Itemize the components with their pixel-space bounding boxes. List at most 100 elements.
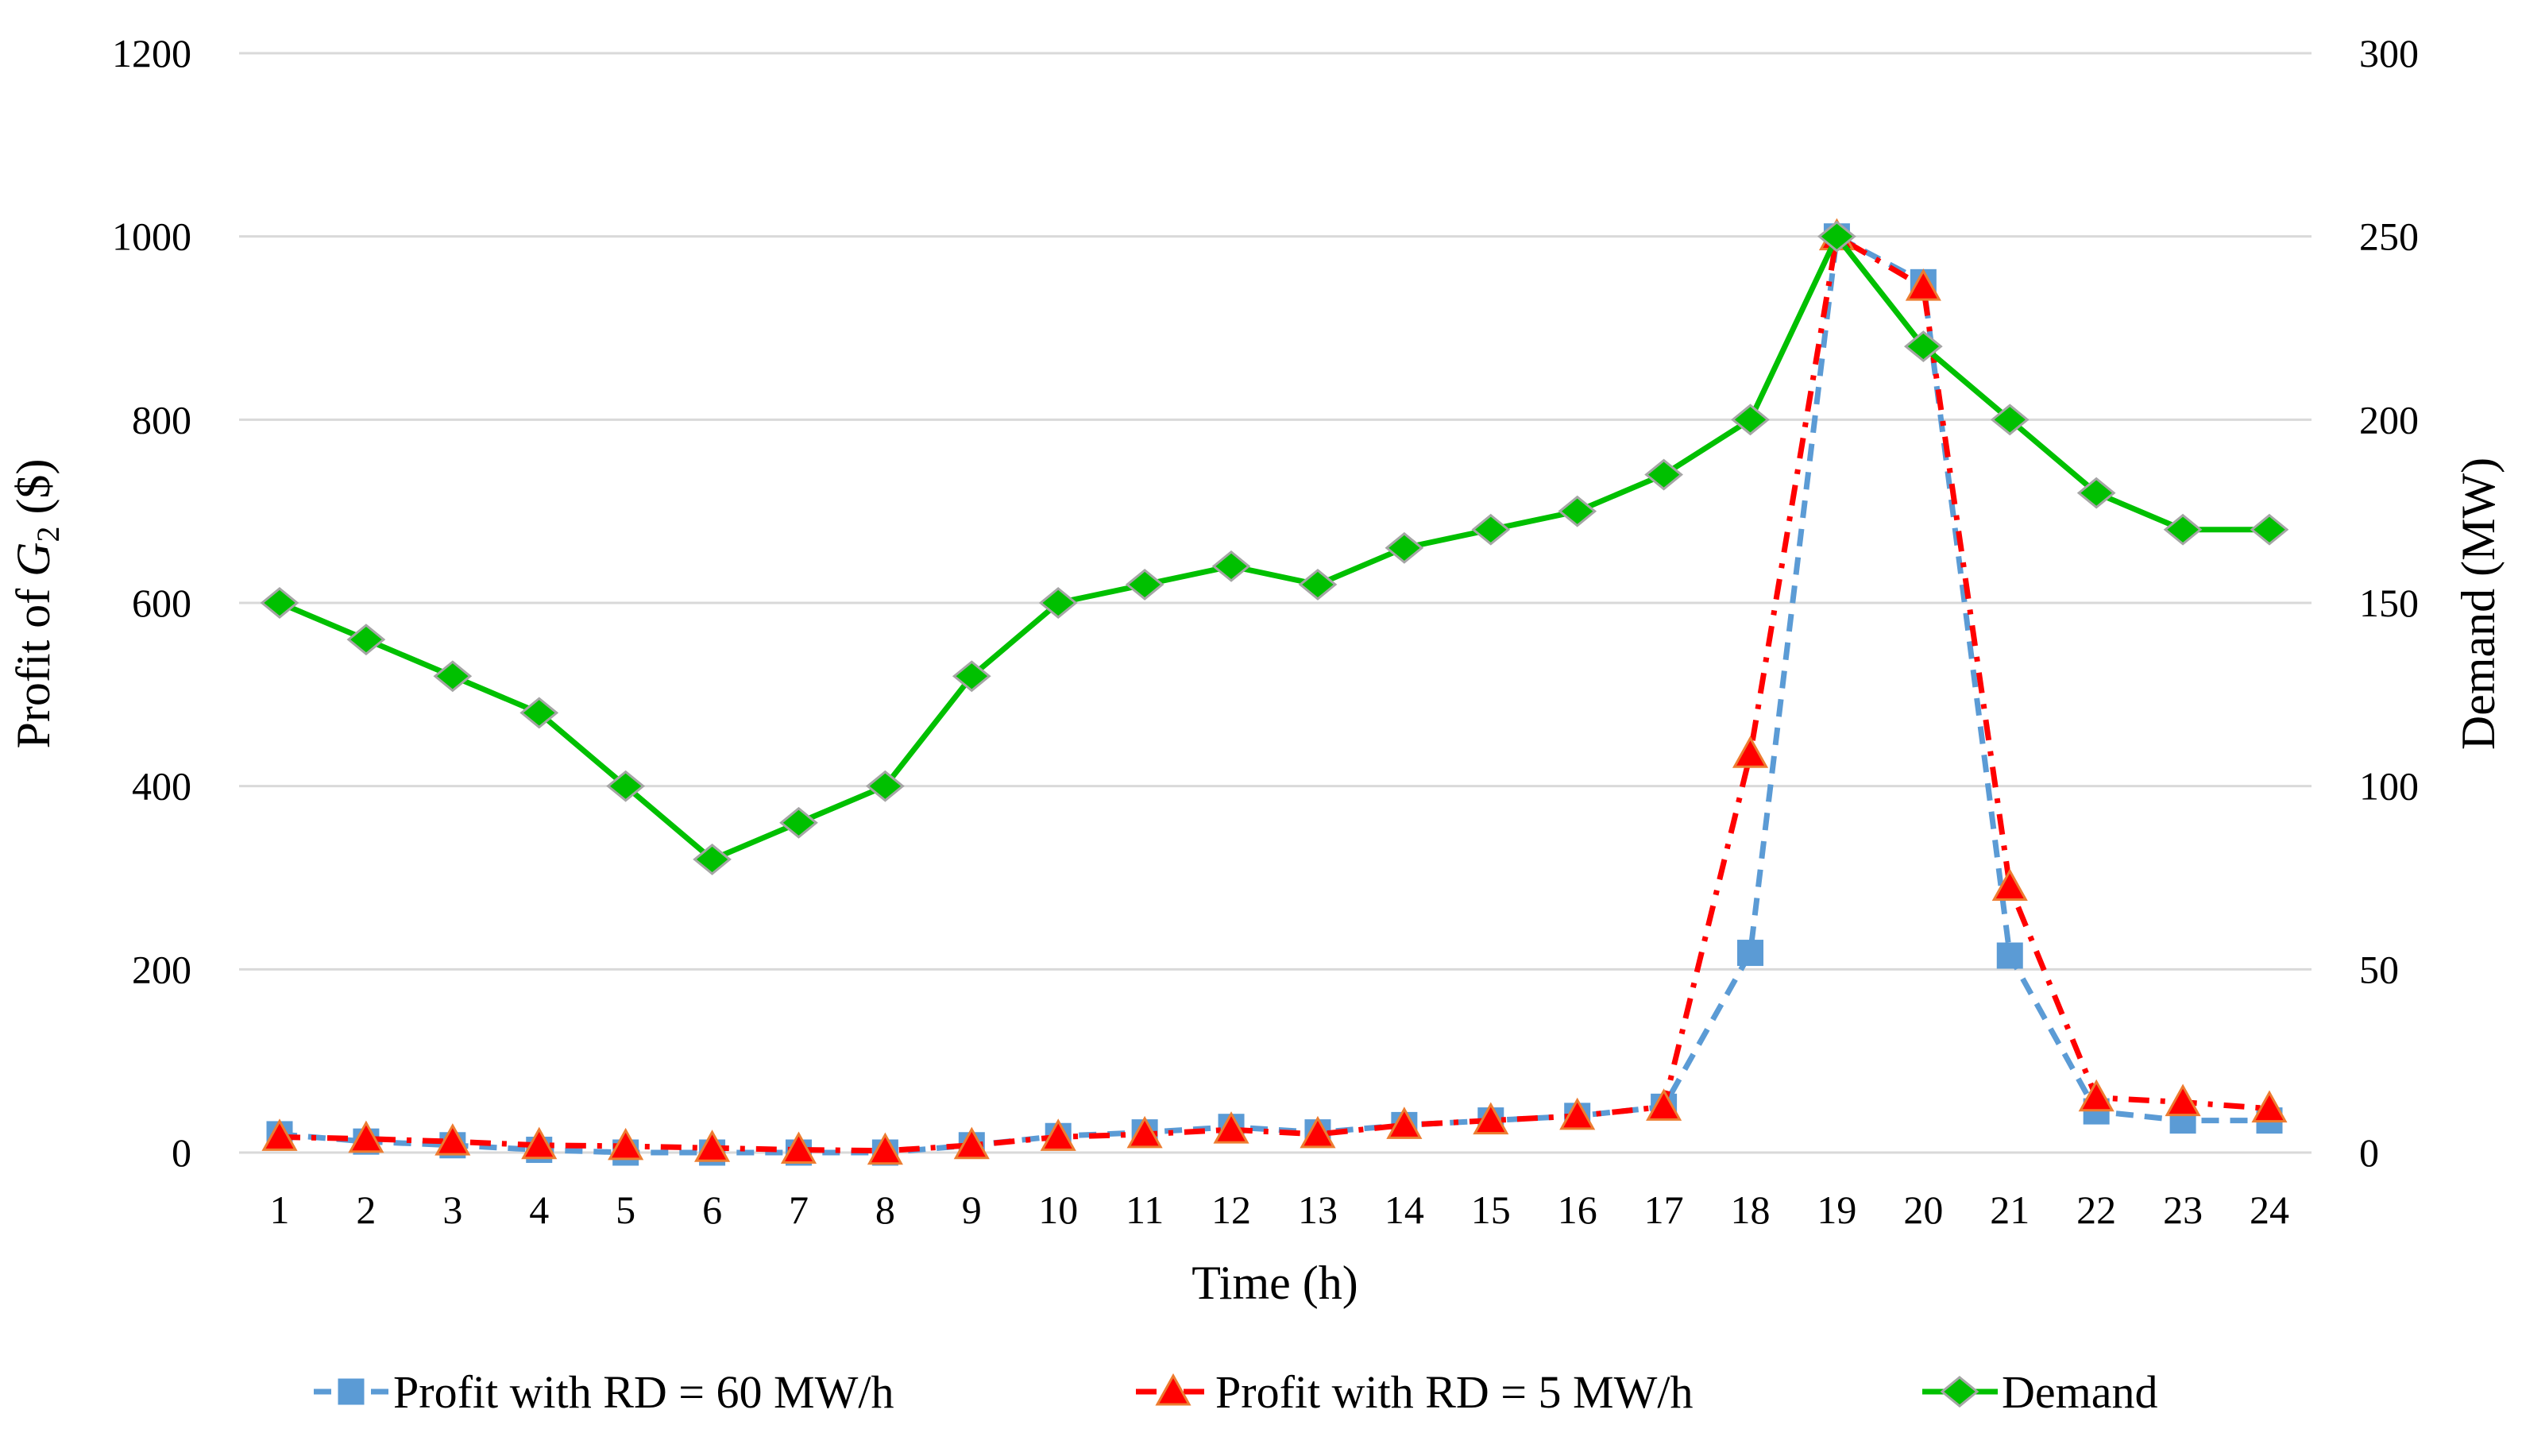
x-tick-label: 7 <box>789 1188 809 1232</box>
x-tick-label: 16 <box>1558 1188 1597 1232</box>
triangle-marker <box>1991 868 2028 902</box>
legend-label: Demand <box>2002 1366 2158 1418</box>
triangle-marker <box>1559 1097 1596 1130</box>
diamond-marker <box>2076 477 2116 509</box>
x-tick-label: 15 <box>1471 1188 1511 1232</box>
x-tick-label: 6 <box>702 1188 722 1232</box>
x-tick-label: 22 <box>2076 1188 2116 1232</box>
diamond-marker <box>1817 220 1856 253</box>
triangle-marker <box>434 1123 471 1156</box>
y-tick-label: 600 <box>132 581 191 625</box>
x-tick-label: 20 <box>1903 1188 1943 1232</box>
diamond-marker <box>2163 513 2203 546</box>
diamond-marker <box>1298 568 1338 601</box>
diamond-marker <box>952 660 991 693</box>
x-tick-label: 3 <box>442 1188 462 1232</box>
diamond-marker <box>1471 513 1511 546</box>
diamond-marker <box>606 770 646 802</box>
triangle-marker <box>348 1120 384 1153</box>
x-tick-label: 11 <box>1126 1188 1164 1232</box>
y-tick-label: 800 <box>132 397 191 442</box>
triangle-marker <box>694 1130 731 1162</box>
series-2 <box>260 220 2289 875</box>
x-tick-label: 5 <box>616 1188 635 1232</box>
diamond-marker <box>1644 458 1683 491</box>
x-axis-ticks: 1 2 3 4 5 6 7 8 9 10 11 12 13 14 15 16 17 18 19 20 21 22 23 24 <box>270 1188 2290 1232</box>
triangle-marker <box>1300 1115 1336 1149</box>
diamond-marker <box>1211 550 1251 582</box>
gridlines <box>239 52 2312 1154</box>
triangle-marker <box>2078 1079 2115 1112</box>
legend-label: Profit with RD = 60 MW/h <box>393 1366 894 1418</box>
y2-tick-label: 100 <box>2359 764 2419 809</box>
diamond-marker <box>433 660 473 693</box>
x-tick-label: 17 <box>1644 1188 1684 1232</box>
x-tick-label: 24 <box>2250 1188 2289 1232</box>
x-tick-label: 18 <box>1731 1188 1771 1232</box>
legend-item: Profit with RD = 60 MW/h <box>314 1366 894 1418</box>
legend-label: Profit with RD = 5 MW/h <box>1215 1366 1693 1418</box>
y-tick-label: 1000 <box>112 214 191 259</box>
y-tick-label: 400 <box>132 764 191 809</box>
diamond-marker <box>1385 531 1424 564</box>
diamond-marker <box>519 697 559 729</box>
x-tick-label: 21 <box>1990 1188 2030 1232</box>
y-tick-label: 200 <box>132 947 191 991</box>
diamond-marker <box>866 770 905 802</box>
diamond-marker <box>1731 404 1770 436</box>
triangle-marker <box>1213 1111 1249 1144</box>
y2-tick-label: 300 <box>2359 31 2419 75</box>
legend: Profit with RD = 60 MW/h Profit with RD =… <box>314 1366 2158 1418</box>
y2-tick-label: 0 <box>2359 1130 2379 1175</box>
x-tick-label: 1 <box>270 1188 290 1232</box>
triangle-marker <box>780 1131 817 1164</box>
x-tick-label: 10 <box>1038 1188 1078 1232</box>
y2-tick-label: 200 <box>2359 397 2419 442</box>
triangle-marker <box>608 1127 644 1161</box>
diamond-marker <box>693 843 732 875</box>
triangle-marker <box>1732 736 1769 768</box>
series-line <box>279 232 2269 1156</box>
diamond-marker <box>260 587 299 619</box>
diamond-marker <box>1558 495 1597 527</box>
square-marker <box>1996 942 2023 969</box>
triangle-marker <box>1473 1102 1509 1135</box>
legend-item: Demand <box>1922 1366 2158 1418</box>
triangle-marker <box>1155 1373 1191 1406</box>
x-tick-label: 2 <box>356 1188 376 1232</box>
series-group <box>260 218 2289 1166</box>
triangle-marker <box>1905 268 1941 301</box>
x-tick-label: 23 <box>2163 1188 2203 1232</box>
diamond-marker <box>1038 587 1078 619</box>
triangle-marker <box>1126 1115 1163 1149</box>
x-tick-label: 8 <box>875 1188 895 1232</box>
triangle-marker <box>521 1126 558 1160</box>
y-axis-title: Profit of G2 ($) <box>7 459 66 749</box>
series-line <box>279 232 2270 1154</box>
y-tick-label: 1200 <box>112 31 191 75</box>
diamond-marker <box>779 806 818 839</box>
series-1 <box>261 218 2288 1165</box>
legend-item: Profit with RD = 5 MW/h <box>1136 1366 1693 1418</box>
x-tick-label: 19 <box>1817 1188 1856 1232</box>
x-tick-label: 9 <box>962 1188 982 1232</box>
series-line <box>278 231 2269 863</box>
diamond-marker <box>1903 330 1943 363</box>
y2-tick-label: 250 <box>2359 214 2419 259</box>
series-0 <box>266 223 2283 1166</box>
left-axis-ticks: 0 200 400 600 800 1000 1200 <box>112 31 191 1175</box>
triangle-marker <box>867 1132 903 1165</box>
square-marker <box>1737 940 1764 967</box>
x-tick-label: 14 <box>1385 1188 1424 1232</box>
x-axis-title: Time (h) <box>1191 1257 1358 1309</box>
triangle-marker <box>2165 1083 2201 1117</box>
x-tick-label: 4 <box>529 1188 549 1232</box>
diamond-marker <box>1125 568 1164 601</box>
triangle-marker <box>1646 1088 1682 1121</box>
y2-tick-label: 150 <box>2359 581 2419 625</box>
y-tick-label: 0 <box>172 1130 191 1175</box>
triangle-marker <box>953 1126 990 1160</box>
right-axis-ticks: 0 50 100 150 200 250 300 <box>2359 31 2419 1175</box>
y2-tick-label: 50 <box>2359 947 2399 991</box>
